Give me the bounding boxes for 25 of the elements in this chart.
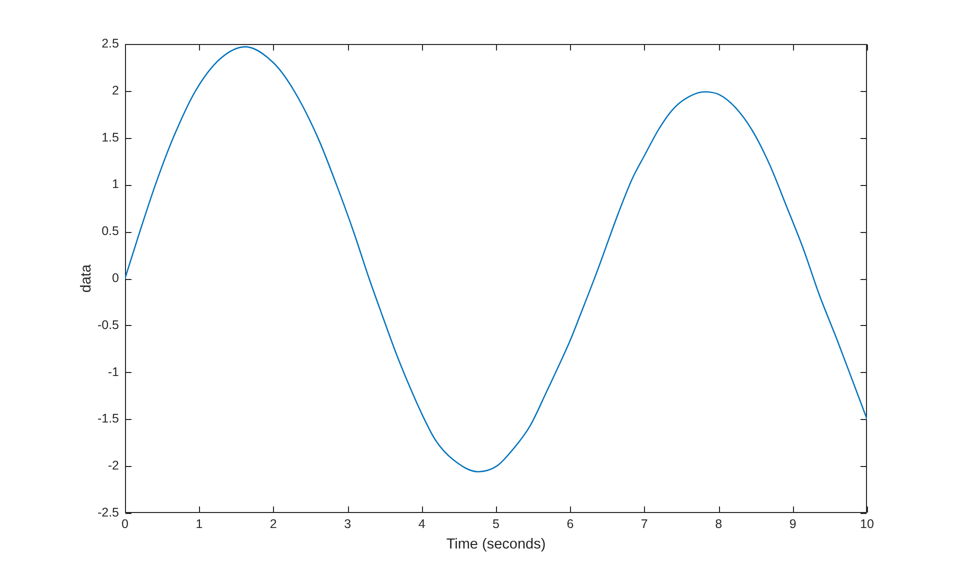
x-tick-label: 2 [270,516,277,531]
y-tick-label: 1 [112,177,120,192]
x-tick-label: 8 [715,516,722,531]
y-tick-label: 2 [112,83,120,98]
x-tick-label: 10 [860,516,874,531]
y-tick-label: 0 [112,270,120,285]
y-tick-label: 2.5 [102,36,120,50]
x-tick-label: 4 [418,516,426,531]
x-tick-label: 9 [789,516,796,531]
x-tick-label: 0 [122,516,129,531]
y-tick-label: -1.5 [97,412,120,426]
y-tick-label: 0.5 [102,224,120,238]
y-tick-label: -2 [108,458,120,473]
x-tick-label: 6 [566,516,574,531]
x-tick-label: 5 [492,516,500,531]
y-tick-label: 1.5 [102,130,120,144]
x-tick-label: 7 [640,516,648,531]
x-tick-label: 3 [344,516,352,531]
x-axis-title: Time (seconds) [446,536,546,552]
y-tick-label: -1 [108,364,120,379]
x-tick-label: 1 [196,516,203,531]
y-tick-label: -0.5 [97,318,120,332]
y-axis-title: data [78,263,95,293]
y-tick-label: -2.5 [97,505,120,520]
line-series [125,46,867,472]
